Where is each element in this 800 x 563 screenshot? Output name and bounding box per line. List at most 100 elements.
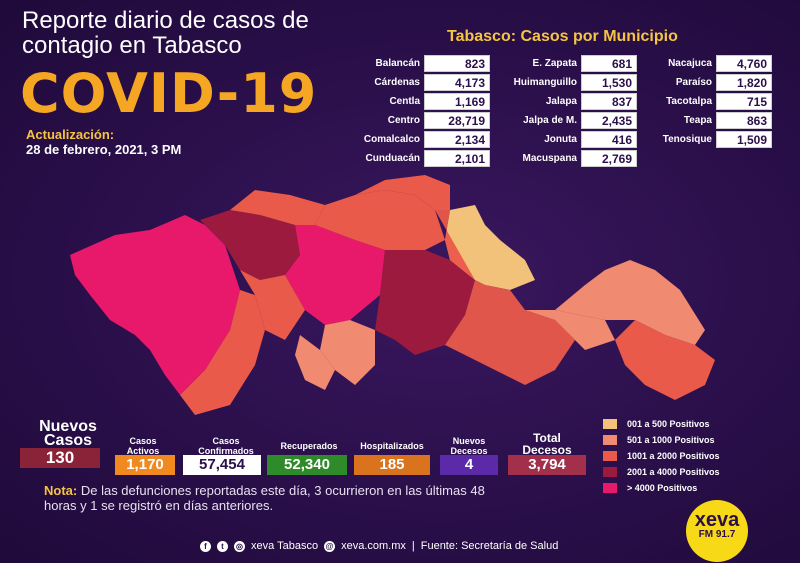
legend-item: > 4000 Positivos (603, 480, 720, 496)
legend-item: 501 a 1000 Positivos (603, 432, 720, 448)
map-region-centla (355, 175, 450, 210)
hospitalizados-value: 185 (354, 455, 430, 475)
municipio-value: 715 (716, 93, 772, 110)
legend-label: 501 a 1000 Positivos (627, 435, 715, 445)
map-region-centro (375, 250, 475, 355)
web-icon: @ (324, 540, 336, 552)
recuperados-value: 52,340 (267, 455, 347, 475)
municipio-value: 1,169 (424, 93, 490, 110)
legend-label: 2001 a 4000 Positivos (627, 467, 720, 477)
municipio-row: Cunduacán 2,101 (340, 150, 490, 167)
source-text: Fuente: Secretaría de Salud (420, 540, 559, 552)
municipio-row: Centla 1,169 (340, 93, 490, 110)
municipio-name: Jalpa de M. (523, 115, 577, 126)
map-region-nacajuca (285, 225, 385, 325)
municipios-title: Tabasco: Casos por Municipio (447, 28, 678, 45)
municipio-name: Nacajuca (668, 58, 712, 69)
note: Nota: De las defunciones reportadas este… (44, 483, 514, 513)
municipio-name: Jalapa (545, 96, 577, 107)
map-region-paraiso (230, 190, 325, 225)
legend-swatch (603, 419, 617, 429)
municipio-name: E. Zapata (532, 58, 577, 69)
municipio-name: Centla (389, 96, 420, 107)
map-region-jalpa (315, 190, 445, 250)
municipio-value: 2,435 (581, 112, 637, 129)
municipio-row: Paraíso 1,820 (640, 74, 772, 91)
map-region-comalcalco (200, 210, 300, 280)
municipio-name: Teapa (683, 115, 712, 126)
instagram-icon[interactable]: ◎ (234, 540, 245, 552)
map-region-cunduacan (240, 270, 305, 340)
nuevos-casos-value: 130 (20, 448, 100, 468)
municipio-row: Comalcalco 2,134 (340, 131, 490, 148)
municipio-row: Tenosique 1,509 (640, 131, 772, 148)
nuevos-decesos-value: 4 (440, 455, 498, 475)
municipio-name: Macuspana (522, 153, 577, 164)
municipio-row: Balancán 823 (340, 55, 490, 72)
facebook-icon[interactable]: f (200, 540, 211, 552)
municipio-value: 416 (581, 131, 637, 148)
map-region-macuspana (435, 210, 575, 385)
twitter-icon[interactable]: t (217, 540, 228, 552)
municipio-name: Huimanguillo (513, 77, 577, 88)
map-region-cardenas (70, 215, 240, 395)
activos-label: Casos Activos (126, 436, 160, 456)
logo-name: xeva (694, 509, 740, 531)
disease-title: COVID-19 (20, 62, 318, 125)
legend-item: 001 a 500 Positivos (603, 416, 720, 432)
confirmados-label: Casos Confirmados (198, 436, 254, 456)
municipio-row: Tacotalpa 715 (640, 93, 772, 110)
social-handle[interactable]: xeva Tabasco (251, 540, 319, 552)
municipio-value: 823 (424, 55, 490, 72)
update-info: Actualización: 28 de febrero, 2021, 3 PM (26, 127, 181, 157)
municipio-row: Jonuta 416 (495, 131, 637, 148)
tabasco-map (70, 175, 715, 415)
legend-label: > 4000 Positivos (627, 483, 698, 493)
municipio-name: Cárdenas (374, 77, 420, 88)
note-label: Nota: (44, 483, 78, 498)
confirmados-value: 57,454 (183, 455, 261, 475)
municipio-value: 2,769 (581, 150, 637, 167)
map-legend: 001 a 500 Positivos 501 a 1000 Positivos… (603, 416, 720, 496)
total-decesos-value: 3,794 (508, 455, 586, 475)
municipio-value: 681 (581, 55, 637, 72)
municipio-value: 863 (716, 112, 772, 129)
map-region-teapa (320, 320, 375, 385)
municipio-row: Nacajuca 4,760 (640, 55, 772, 72)
page-title: Reporte diario de casos de contagio en T… (22, 7, 309, 59)
municipio-value: 28,719 (424, 112, 490, 129)
legend-swatch (603, 483, 617, 493)
municipio-name: Balancán (375, 58, 420, 69)
municipio-name: Centro (387, 115, 420, 126)
municipio-name: Paraíso (675, 77, 712, 88)
update-date: 28 de febrero, 2021, 3 PM (26, 142, 182, 157)
hospitalizados-label: Hospitalizados (360, 441, 424, 451)
update-label: Actualización: (26, 127, 115, 142)
footer: f t ◎ xeva Tabasco @ xeva.com.mx | Fuent… (200, 540, 558, 552)
nuevos-decesos-label: Nuevos Decesos (450, 436, 488, 456)
total-decesos-label: Total Decesos (522, 431, 572, 457)
website-link[interactable]: xeva.com.mx (341, 540, 406, 552)
municipio-name: Comalcalco (363, 134, 420, 145)
municipio-name: Jonuta (544, 134, 577, 145)
nuevos-casos-label: Nuevos Casos (39, 418, 97, 449)
municipio-value: 1,530 (581, 74, 637, 91)
legend-swatch (603, 467, 617, 477)
municipio-name: Tenosique (662, 134, 712, 145)
legend-item: 1001 a 2000 Positivos (603, 448, 720, 464)
map-region-tenosique (615, 320, 715, 400)
legend-swatch (603, 435, 617, 445)
legend-label: 1001 a 2000 Positivos (627, 451, 720, 461)
municipio-row: Jalapa 837 (495, 93, 637, 110)
municipio-row: Teapa 863 (640, 112, 772, 129)
municipio-row: Huimanguillo 1,530 (495, 74, 637, 91)
municipio-value: 1,509 (716, 131, 772, 148)
municipio-row: Macuspana 2,769 (495, 150, 637, 167)
legend-label: 001 a 500 Positivos (627, 419, 710, 429)
municipio-row: Jalpa de M. 2,435 (495, 112, 637, 129)
municipio-row: Cárdenas 4,173 (340, 74, 490, 91)
municipio-row: E. Zapata 681 (495, 55, 637, 72)
municipio-value: 1,820 (716, 74, 772, 91)
map-region-huimanguillo (180, 290, 265, 415)
logo-freq: FM 91.7 (698, 529, 736, 540)
